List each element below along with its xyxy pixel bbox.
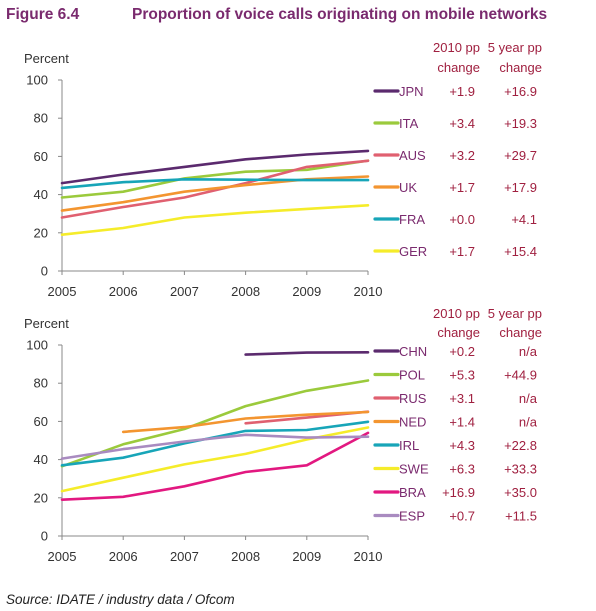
- y-tick-label: 20: [34, 225, 48, 240]
- series-line-ger: [60, 204, 370, 236]
- header-2010-change-line1: 2010 pp: [433, 40, 480, 55]
- y-tick-label: 0: [41, 264, 48, 279]
- change-5yr-value: +16.9: [504, 84, 537, 99]
- legend-country-pol: POL: [399, 368, 425, 383]
- figure-title: Figure 6.4 Proportion of voice calls ori…: [6, 6, 596, 28]
- x-tick-label: 2008: [231, 549, 260, 564]
- change-2010-value: +1.9: [449, 84, 475, 99]
- figure-title-text: Proportion of voice calls originating on…: [132, 6, 548, 23]
- y-tick-label: 0: [41, 529, 48, 544]
- change-2010-value: +6.3: [449, 462, 475, 477]
- legend-country-chn: CHN: [399, 344, 427, 359]
- y-tick-label: 20: [34, 490, 48, 505]
- x-tick-label: 2010: [354, 284, 383, 299]
- y-tick-label: 60: [34, 414, 48, 429]
- change-5yr-value: +4.1: [511, 212, 537, 227]
- change-5yr-value: +29.7: [504, 148, 537, 163]
- series-line-aus: [60, 159, 370, 219]
- y-tick-label: 60: [34, 149, 48, 164]
- change-2010-value: +1.7: [449, 244, 475, 259]
- legend-country-ned: NED: [399, 415, 426, 430]
- series-line-pol: [60, 379, 370, 468]
- change-2010-value: +1.7: [449, 180, 475, 195]
- change-2010-value: +0.0: [449, 212, 475, 227]
- change-5yr-value: +11.5: [505, 509, 537, 524]
- y-tick-label: 40: [34, 187, 48, 202]
- change-2010-value: +3.1: [449, 391, 475, 406]
- legend-country-aus: AUS: [399, 148, 426, 163]
- x-tick-label: 2005: [48, 284, 77, 299]
- header-5yr-change-line2: change: [499, 325, 542, 340]
- x-tick-label: 2007: [170, 549, 199, 564]
- change-5yr-value: +22.8: [504, 438, 537, 453]
- legend-country-swe: SWE: [399, 462, 429, 477]
- header-2010-change-line1: 2010 pp: [433, 306, 480, 321]
- change-2010-value: +3.2: [449, 148, 475, 163]
- legend-country-fra: FRA: [399, 212, 425, 227]
- change-5yr-value: n/a: [519, 415, 538, 430]
- header-5yr-change-line2: change: [499, 60, 542, 75]
- header-2010-change-line2: change: [437, 325, 480, 340]
- x-tick-label: 2005: [48, 549, 77, 564]
- legend-country-ger: GER: [399, 244, 427, 259]
- y-tick-label: 100: [26, 73, 48, 88]
- change-2010-value: +0.2: [449, 344, 475, 359]
- header-5yr-change-line1: 5 year pp: [488, 306, 542, 321]
- change-2010-value: +3.4: [449, 116, 475, 131]
- y-tick-label: 80: [34, 111, 48, 126]
- header-5yr-change-line1: 5 year pp: [488, 40, 542, 55]
- y-axis-label: Percent: [24, 51, 69, 66]
- x-tick-label: 2008: [231, 284, 260, 299]
- y-tick-label: 80: [34, 376, 48, 391]
- y-tick-label: 40: [34, 452, 48, 467]
- series-line-fra: [60, 178, 370, 190]
- x-tick-label: 2006: [109, 284, 138, 299]
- change-5yr-value: +17.9: [504, 180, 537, 195]
- figure-number: Figure 6.4: [6, 6, 80, 23]
- legend-country-jpn: JPN: [399, 84, 424, 99]
- change-5yr-value: +19.3: [504, 116, 537, 131]
- change-2010-value: +5.3: [449, 368, 475, 383]
- x-tick-label: 2009: [292, 549, 321, 564]
- y-axis-label: Percent: [24, 316, 69, 331]
- header-2010-change-line2: change: [437, 60, 480, 75]
- change-5yr-value: +35.0: [504, 485, 537, 500]
- x-tick-label: 2009: [292, 284, 321, 299]
- change-2010-value: +1.4: [449, 415, 475, 430]
- legend-country-rus: RUS: [399, 391, 427, 406]
- legend-country-irl: IRL: [399, 438, 419, 453]
- change-5yr-value: n/a: [519, 391, 538, 406]
- change-5yr-value: +33.3: [504, 462, 537, 477]
- series-line-chn: [244, 350, 370, 356]
- x-tick-label: 2010: [354, 549, 383, 564]
- legend-country-ita: ITA: [399, 116, 419, 131]
- source-note: Source: IDATE / industry data / Ofcom: [6, 592, 235, 607]
- y-tick-label: 100: [26, 338, 48, 353]
- change-2010-value: +0.7: [449, 509, 475, 524]
- change-5yr-value: n/a: [519, 344, 538, 359]
- change-5yr-value: +15.4: [504, 244, 537, 259]
- series-line-jpn: [60, 149, 370, 185]
- legend-country-esp: ESP: [399, 509, 425, 524]
- series-line-ita: [60, 159, 370, 199]
- series-line-ned: [121, 410, 370, 434]
- change-5yr-value: +44.9: [504, 368, 537, 383]
- x-tick-label: 2006: [109, 549, 138, 564]
- x-tick-label: 2007: [170, 284, 199, 299]
- series-line-esp: [60, 433, 370, 460]
- change-2010-value: +4.3: [449, 438, 475, 453]
- legend-country-bra: BRA: [399, 485, 426, 500]
- legend-country-uk: UK: [399, 180, 417, 195]
- series-line-bra: [60, 431, 370, 502]
- change-2010-value: +16.9: [442, 485, 475, 500]
